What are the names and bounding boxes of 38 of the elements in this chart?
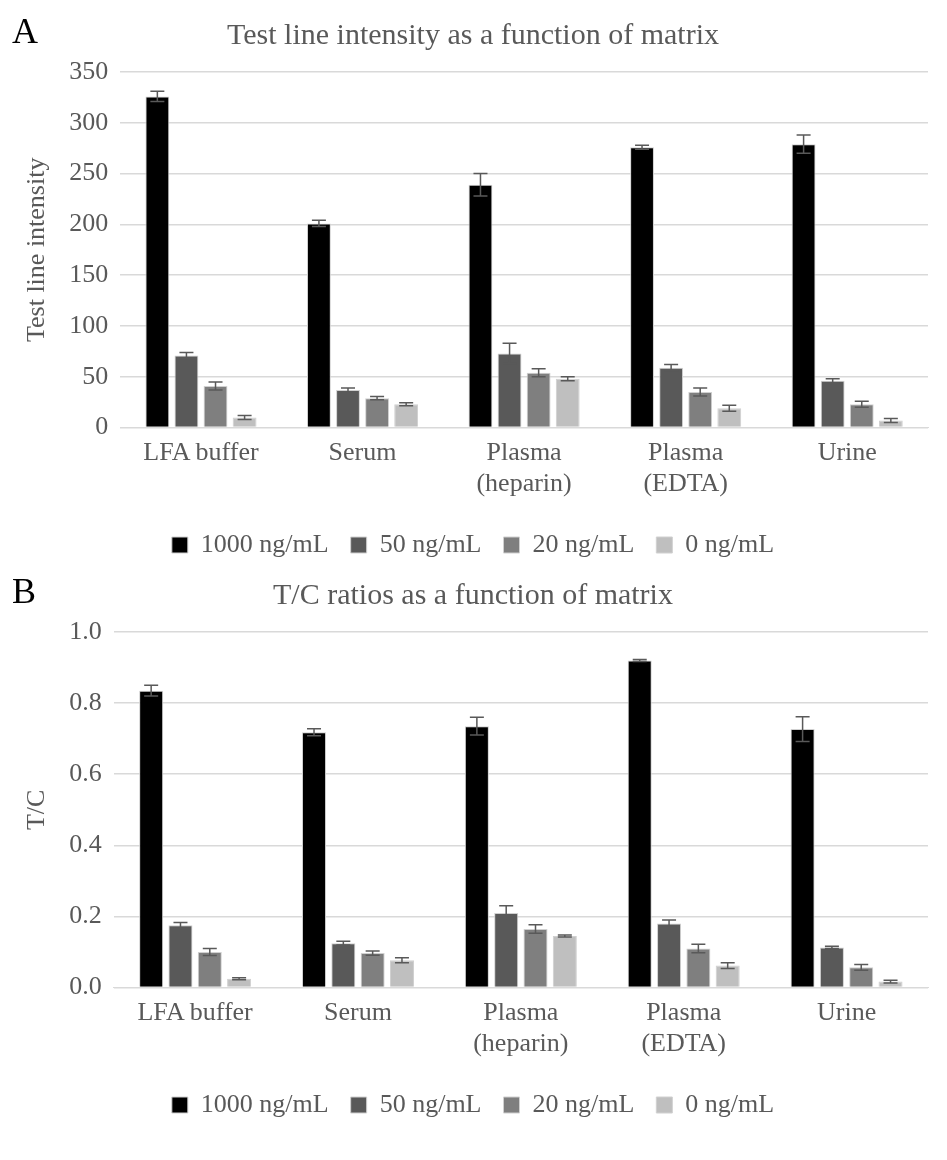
y-tick-label: 150 — [69, 259, 109, 289]
y-axis-title: Test line intensity — [21, 157, 51, 343]
y-tick-label: 0 — [95, 411, 109, 441]
legend-label: 0 ng/mL — [685, 1088, 775, 1118]
legend-label: 1000 ng/mL — [200, 528, 329, 558]
text: B — [12, 571, 37, 612]
x-tick-label: Serum — [324, 997, 392, 1027]
x-tick-label: LFA buffer — [143, 437, 259, 467]
legend-label: 1000 ng/mL — [200, 1088, 329, 1118]
chart-title: Test line intensity as a function of matrix — [227, 16, 719, 50]
y-tick-label: 350 — [69, 55, 109, 85]
x-tick-label: Plasma (EDTA) — [643, 437, 728, 498]
text: A — [12, 11, 38, 52]
y-tick-label: 50 — [82, 360, 109, 390]
y-tick-label: 0.4 — [69, 829, 102, 859]
legend-label: 20 ng/mL — [532, 528, 635, 558]
y-tick-label: 0.2 — [69, 900, 102, 930]
x-tick-label: Plasma (heparin) — [476, 437, 572, 498]
x-tick-label: Urine — [817, 437, 877, 467]
y-tick-label: 200 — [69, 208, 109, 238]
y-tick-label: 0.6 — [69, 758, 102, 788]
x-tick-label: Urine — [816, 997, 877, 1027]
y-axis-title: T/C — [21, 789, 51, 831]
y-tick-label: 300 — [69, 106, 109, 136]
x-tick-label: Plasma (heparin) — [473, 997, 569, 1058]
legend-label: 0 ng/mL — [685, 528, 775, 558]
legend-label: 20 ng/mL — [532, 1088, 635, 1118]
legend-label: 50 ng/mL — [379, 528, 482, 558]
legend-label: 50 ng/mL — [379, 1088, 482, 1118]
x-tick-label: Serum — [328, 437, 397, 467]
y-tick-label: 100 — [69, 309, 109, 339]
x-tick-label: LFA buffer — [137, 997, 254, 1027]
y-tick-label: 250 — [69, 157, 109, 187]
y-tick-label: 0.8 — [69, 686, 102, 716]
x-tick-label: Plasma (EDTA) — [641, 997, 726, 1058]
chart-title: T/C ratios as a function of matrix — [273, 576, 673, 610]
y-tick-label: 1.0 — [69, 615, 102, 645]
y-tick-label: 0.0 — [69, 971, 102, 1001]
